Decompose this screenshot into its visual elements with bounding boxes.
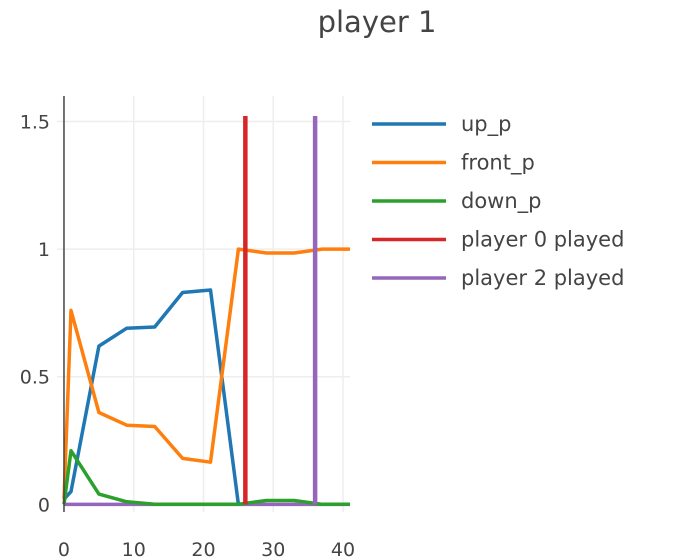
legend-label: front_p <box>461 151 535 176</box>
legend-item-player-0-played[interactable]: player 0 played <box>372 228 624 252</box>
legend-label: up_p <box>461 112 511 137</box>
y-tick-label: 1 <box>38 239 50 261</box>
legend-label: player 0 played <box>461 228 624 252</box>
x-tick-label: 30 <box>261 539 285 560</box>
x-tick-label: 40 <box>331 539 355 560</box>
axes: 0 10 20 30 40 0 0.5 1 1.5 <box>20 96 355 560</box>
series-up_p-line <box>62 288 241 505</box>
y-tick-label: 1.5 <box>20 112 50 134</box>
grid <box>57 96 350 512</box>
legend-item-player-2-played[interactable]: player 2 played <box>372 266 624 290</box>
legend-item-down_p[interactable]: down_p <box>372 189 542 214</box>
legend-label: down_p <box>461 189 542 214</box>
legend-label: player 2 played <box>461 266 624 290</box>
y-tick-label: 0 <box>38 494 50 516</box>
series-down_p-line <box>62 448 350 507</box>
x-tick-label: 10 <box>122 539 146 560</box>
chart-title: player 1 <box>318 5 437 39</box>
x-tick-label: 20 <box>191 539 215 560</box>
x-tick-label: 0 <box>58 539 70 560</box>
legend-item-up_p[interactable]: up_p <box>372 112 511 137</box>
plot-area <box>62 116 350 507</box>
legend-item-front_p[interactable]: front_p <box>372 151 535 176</box>
y-tick-label: 0.5 <box>20 367 50 389</box>
series-front_p-line <box>62 247 350 500</box>
